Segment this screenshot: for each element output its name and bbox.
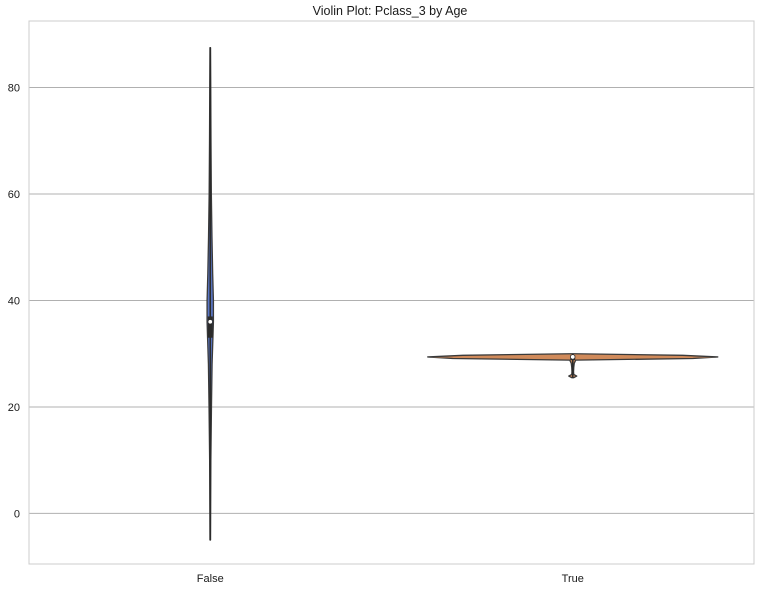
violins: [206, 46, 719, 541]
y-tick-labels: 0 20 40 60 80: [8, 83, 20, 521]
violin-true: [427, 353, 719, 379]
y-tick-label: 80: [8, 83, 20, 95]
y-tick-label: 0: [14, 508, 20, 520]
plot-frame: [28, 20, 755, 565]
violin-median-dot: [207, 319, 213, 325]
x-tick-label: True: [562, 573, 584, 585]
violin-median-dot: [570, 354, 576, 360]
chart-title: Violin Plot: Pclass_3 by Age: [313, 4, 468, 18]
y-tick-label: 60: [8, 189, 20, 201]
y-tick-label: 40: [8, 295, 20, 307]
violin-false: [206, 46, 215, 541]
grid-lines: [29, 87, 754, 514]
y-tick-label: 20: [8, 402, 20, 414]
x-tick-labels: False True: [197, 573, 584, 585]
x-tick-label: False: [197, 573, 224, 585]
